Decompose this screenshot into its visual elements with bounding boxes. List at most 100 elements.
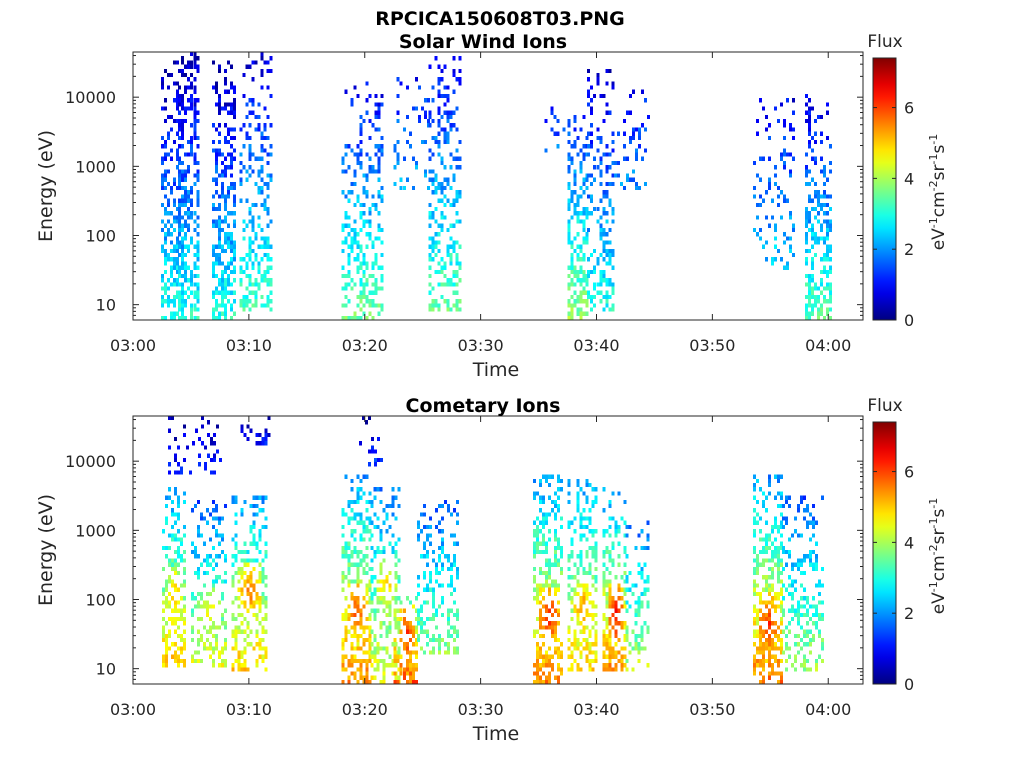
spectrogram-cell (224, 637, 228, 643)
spectrogram-cell (623, 520, 627, 525)
spectrogram-cell (446, 135, 450, 140)
spectrogram-cell (196, 190, 200, 195)
spectrogram-cell (446, 303, 450, 308)
spectrogram-cell (582, 508, 586, 513)
spectrogram-cell (441, 545, 444, 550)
spectrogram-cell (602, 591, 606, 597)
spectrogram-cell (582, 223, 586, 228)
spectrogram-cell (240, 612, 244, 617)
spectrogram-cell (190, 608, 194, 613)
spectrogram-cell (362, 416, 365, 421)
spectrogram-cell (608, 503, 612, 509)
spectrogram-cell (573, 273, 577, 279)
spectrogram-cell (200, 533, 203, 538)
spectrogram-cell (226, 127, 230, 132)
spectrogram-cell (160, 219, 164, 224)
spectrogram-cell (203, 558, 206, 563)
spectrogram-cell (211, 219, 215, 224)
spectrogram-cell (544, 663, 548, 668)
spectrogram-cell (417, 85, 421, 90)
spectrogram-cell (579, 148, 583, 153)
spectrogram-cell (777, 186, 780, 191)
spectrogram-cell (264, 617, 268, 622)
spectrogram-cell (200, 637, 203, 643)
spectrogram-cell (544, 583, 548, 588)
spectrogram-cell (368, 311, 372, 316)
spectrogram-cell (239, 257, 243, 262)
spectrogram-cell (167, 428, 171, 433)
spectrogram-cell (341, 617, 345, 622)
spectrogram-cell (453, 625, 456, 630)
spectrogram-cell (377, 311, 381, 316)
spectrogram-cell (559, 654, 563, 659)
spectrogram-cell (249, 583, 253, 588)
spectrogram-cell (258, 654, 262, 659)
spectrogram-cell (242, 303, 246, 308)
spectrogram-cell (777, 591, 780, 597)
spectrogram-cell (602, 617, 606, 622)
spectrogram-cell (605, 299, 609, 304)
spectrogram-cell (226, 232, 230, 237)
spectrogram-cell (408, 600, 412, 605)
spectrogram-cell (263, 202, 267, 207)
spectrogram-cell (547, 474, 551, 479)
spectrogram-cell (576, 244, 580, 249)
spectrogram-cell (805, 211, 809, 216)
spectrogram-cell (638, 127, 641, 132)
spectrogram-cell (220, 261, 224, 266)
spectrogram-cell (576, 278, 580, 283)
spectrogram-cell (768, 558, 771, 563)
spectrogram-cell (172, 303, 176, 308)
spectrogram-cell (455, 190, 459, 195)
spectrogram-cell (269, 278, 273, 283)
spectrogram-cell (570, 240, 574, 245)
spectrogram-cell (576, 663, 580, 668)
spectrogram-cell (793, 658, 797, 664)
spectrogram-cell (582, 516, 586, 521)
spectrogram-cell (643, 646, 647, 651)
x-tick-label: 03:50 (689, 700, 735, 719)
spectrogram-cell (368, 579, 372, 584)
spectrogram-cell (792, 156, 796, 161)
spectrogram-cell (556, 612, 560, 617)
spectrogram-cell (209, 436, 213, 442)
spectrogram-cell (217, 236, 221, 241)
spectrogram-cell (359, 520, 363, 525)
spectrogram-cell (544, 617, 548, 622)
spectrogram-cell (353, 311, 357, 316)
spectrogram-cell (790, 596, 794, 601)
spectrogram-cell (797, 533, 800, 538)
spectrogram-cell (365, 562, 369, 567)
spectrogram-cell (385, 516, 389, 521)
spectrogram-cell (220, 169, 224, 174)
spectrogram-cell (570, 160, 574, 166)
spectrogram-cell (535, 491, 539, 496)
spectrogram-cell (422, 554, 426, 559)
spectrogram-cell (190, 106, 194, 111)
spectrogram-cell (221, 550, 225, 555)
spectrogram-cell (777, 637, 780, 643)
spectrogram-cell (160, 156, 164, 161)
spectrogram-cell (206, 562, 209, 567)
spectrogram-cell (588, 633, 592, 638)
spectrogram-cell (252, 520, 256, 525)
spectrogram-cell (229, 165, 233, 170)
spectrogram-cell (193, 64, 197, 69)
spectrogram-cell (446, 114, 450, 119)
spectrogram-cell (758, 227, 762, 233)
spectrogram-cell (196, 173, 200, 178)
spectrogram-cell (178, 144, 182, 149)
spectrogram-cell (187, 139, 191, 145)
spectrogram-cell (815, 558, 818, 563)
spectrogram-cell (175, 269, 179, 274)
spectrogram-cell (347, 232, 351, 237)
spectrogram-cell (217, 315, 221, 320)
spectrogram-cell (431, 303, 435, 308)
spectrogram-cell (811, 198, 815, 203)
unit-superscript: -2 (927, 544, 940, 555)
spectrogram-cell (405, 596, 409, 601)
spectrogram-cell (258, 600, 262, 605)
spectrogram-cell (166, 253, 170, 258)
spectrogram-cell (258, 537, 262, 542)
spectrogram-cell (171, 642, 174, 647)
